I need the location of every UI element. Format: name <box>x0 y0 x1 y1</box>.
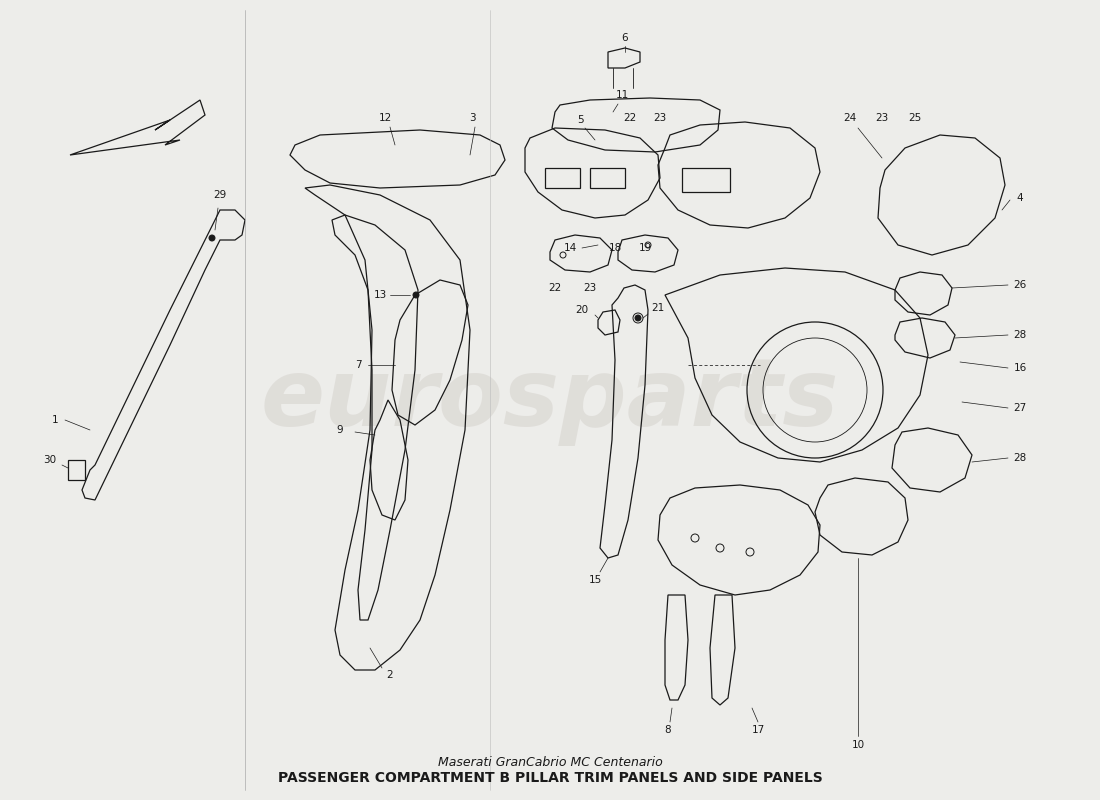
Circle shape <box>635 315 641 321</box>
Text: 22: 22 <box>624 113 637 123</box>
Text: eurosparts: eurosparts <box>261 354 839 446</box>
Text: 22: 22 <box>549 283 562 293</box>
Text: 13: 13 <box>373 290 386 300</box>
Text: 23: 23 <box>653 113 667 123</box>
Text: 30: 30 <box>43 455 56 465</box>
Text: 24: 24 <box>844 113 857 123</box>
Text: PASSENGER COMPARTMENT B PILLAR TRIM PANELS AND SIDE PANELS: PASSENGER COMPARTMENT B PILLAR TRIM PANE… <box>277 771 823 785</box>
Text: 10: 10 <box>851 740 865 750</box>
Text: 15: 15 <box>588 575 602 585</box>
Text: 4: 4 <box>1016 193 1023 203</box>
Text: 5: 5 <box>576 115 583 125</box>
Text: 23: 23 <box>876 113 889 123</box>
Text: 8: 8 <box>664 725 671 735</box>
Text: 7: 7 <box>354 360 361 370</box>
Text: 25: 25 <box>909 113 922 123</box>
Text: 6: 6 <box>621 33 628 43</box>
Text: 11: 11 <box>615 90 628 100</box>
Text: 23: 23 <box>583 283 596 293</box>
Circle shape <box>412 292 419 298</box>
Text: 28: 28 <box>1013 453 1026 463</box>
Text: 14: 14 <box>563 243 576 253</box>
Text: 2: 2 <box>387 670 394 680</box>
Text: 28: 28 <box>1013 330 1026 340</box>
Text: 18: 18 <box>608 243 622 253</box>
Text: 3: 3 <box>469 113 475 123</box>
Text: 26: 26 <box>1013 280 1026 290</box>
Text: 27: 27 <box>1013 403 1026 413</box>
Text: 21: 21 <box>651 303 664 313</box>
Text: 29: 29 <box>213 190 227 200</box>
Text: 20: 20 <box>575 305 589 315</box>
Text: 12: 12 <box>378 113 392 123</box>
Text: 19: 19 <box>638 243 651 253</box>
Text: 1: 1 <box>52 415 58 425</box>
Text: 17: 17 <box>751 725 764 735</box>
Text: Maserati GranCabrio MC Centenario: Maserati GranCabrio MC Centenario <box>438 755 662 769</box>
Circle shape <box>209 235 214 241</box>
Text: 9: 9 <box>337 425 343 435</box>
Text: 16: 16 <box>1013 363 1026 373</box>
